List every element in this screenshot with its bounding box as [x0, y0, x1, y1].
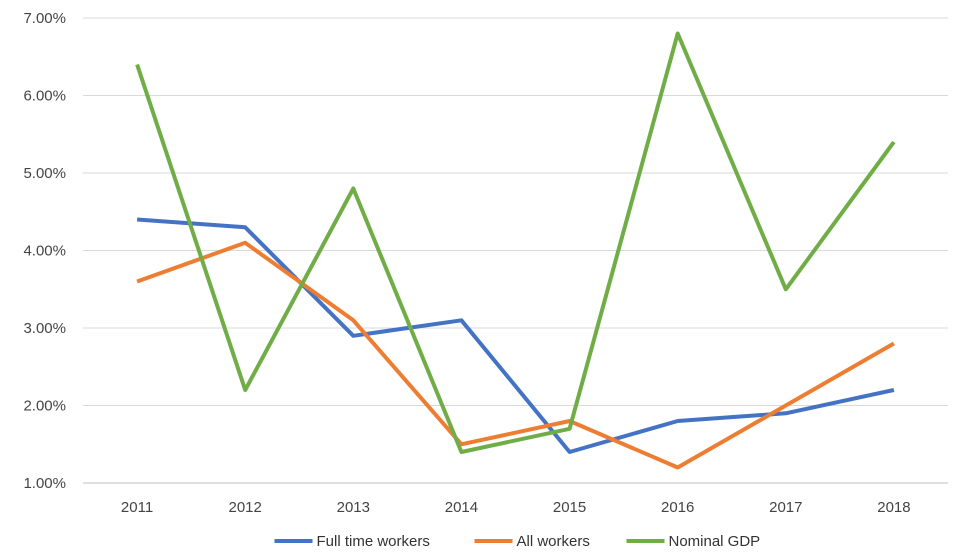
- legend-label: Full time workers: [317, 533, 430, 550]
- legend: Full time workers All workers Nominal GDP: [274, 533, 761, 550]
- y-tick-label: 2.00%: [23, 398, 66, 415]
- legend-item-nominal-gdp: Nominal GDP: [626, 533, 761, 550]
- legend-label: Nominal GDP: [669, 533, 761, 550]
- x-tick-label: 2018: [877, 499, 910, 516]
- series-line-nominal-gdp: [135, 31, 896, 454]
- y-tick-label: 7.00%: [23, 10, 66, 27]
- series-line-full-time-workers: [136, 217, 895, 454]
- legend-item-full-time-workers: Full time workers: [274, 533, 430, 550]
- legend-item-all-workers: All workers: [474, 533, 590, 550]
- y-axis-tick-labels: 1.00% 2.00% 3.00% 4.00% 5.00% 6.00% 7.00%: [23, 10, 66, 492]
- gridlines: [83, 17, 948, 484]
- x-tick-label: 2013: [337, 499, 370, 516]
- y-tick-label: 3.00%: [23, 320, 66, 337]
- x-tick-label: 2011: [121, 499, 153, 516]
- x-tick-label: 2017: [769, 499, 802, 516]
- x-tick-label: 2015: [553, 499, 586, 516]
- x-tick-label: 2012: [229, 499, 262, 516]
- y-tick-label: 6.00%: [23, 88, 66, 105]
- y-tick-label: 1.00%: [23, 475, 66, 492]
- series-line-all-workers: [136, 240, 895, 470]
- legend-label: All workers: [517, 533, 590, 550]
- x-tick-label: 2016: [661, 499, 694, 516]
- series-lines: [135, 31, 896, 470]
- y-tick-label: 5.00%: [23, 165, 66, 182]
- x-tick-label: 2014: [445, 499, 478, 516]
- y-tick-label: 4.00%: [23, 243, 66, 260]
- x-axis-tick-labels: 2011 2012 2013 2014 2015 2016 2017 2018: [121, 499, 911, 516]
